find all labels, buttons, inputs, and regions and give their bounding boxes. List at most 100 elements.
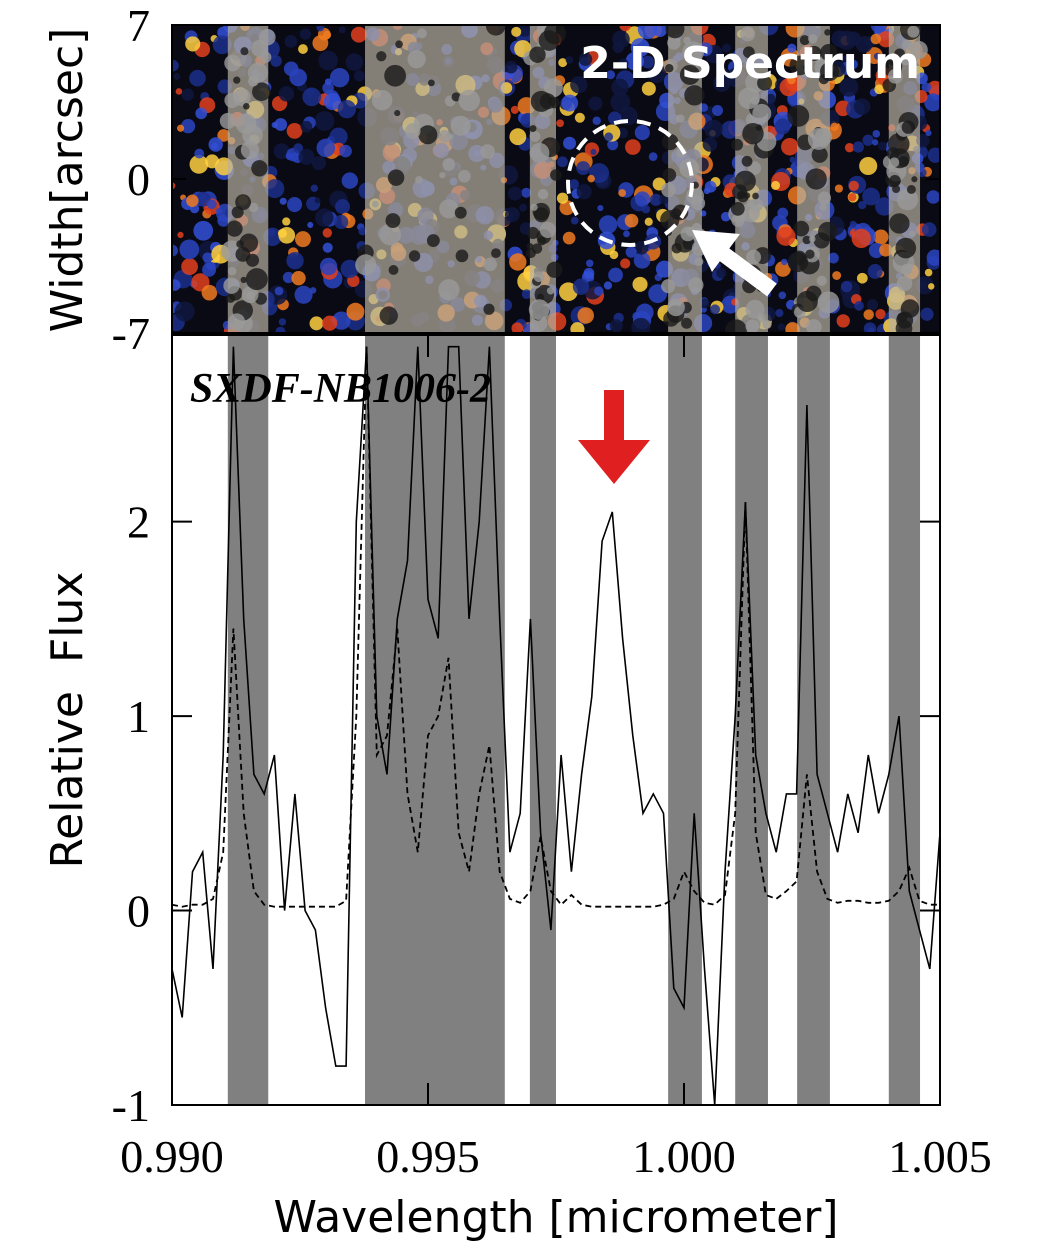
noise-blob <box>854 301 864 311</box>
noise-blob <box>776 226 796 246</box>
sky-band-texture <box>236 240 244 248</box>
noise-blob <box>604 132 614 142</box>
noise-blob <box>649 193 662 206</box>
noise-blob <box>173 72 181 80</box>
spectrum-image <box>172 25 940 333</box>
sky-band-texture <box>907 25 920 38</box>
noise-blob <box>863 309 874 320</box>
noise-blob <box>282 217 291 226</box>
noise-blob <box>558 58 568 68</box>
noise-blob <box>322 82 334 94</box>
sky-band-texture <box>909 230 916 237</box>
noise-blob <box>521 187 532 198</box>
noise-blob <box>285 152 294 160</box>
noise-blob <box>194 148 205 159</box>
noise-blob <box>603 281 613 290</box>
noise-blob <box>507 186 522 201</box>
noise-blob <box>286 252 304 270</box>
noise-blob <box>872 130 881 138</box>
noise-blob <box>925 129 932 137</box>
noise-blob <box>574 112 585 123</box>
sky-band-texture <box>528 299 550 320</box>
noise-blob <box>337 99 357 119</box>
sky-band-texture <box>416 28 427 39</box>
noise-blob <box>625 139 641 155</box>
noise-blob <box>557 156 568 168</box>
noise-blob <box>299 28 312 40</box>
noise-blob <box>309 287 317 294</box>
noise-blob <box>866 299 879 311</box>
sky-band-texture <box>241 286 259 304</box>
noise-blob <box>217 129 230 142</box>
noise-blob <box>712 104 724 116</box>
noise-blob <box>334 214 349 230</box>
image-y-axis-label: Width[arcsec] <box>42 28 93 333</box>
sky-band-texture <box>240 140 260 160</box>
sky-band-texture <box>807 127 830 150</box>
noise-blob <box>834 184 844 193</box>
noise-blob <box>606 70 616 80</box>
noise-blob <box>298 44 308 54</box>
sky-band-texture <box>889 213 910 234</box>
noise-blob <box>577 307 594 324</box>
noise-blob <box>844 143 855 153</box>
noise-blob <box>618 189 627 197</box>
noise-blob <box>322 315 338 331</box>
sky-band-texture <box>913 145 921 154</box>
noise-blob <box>358 227 367 236</box>
noise-blob <box>315 208 334 227</box>
noise-blob <box>569 179 580 190</box>
noise-blob <box>293 143 304 154</box>
noise-blob <box>181 258 198 276</box>
noise-blob <box>871 139 879 146</box>
noise-blob <box>722 43 732 53</box>
sky-band-texture <box>684 85 705 106</box>
sky-band-texture <box>526 242 534 250</box>
noise-blob <box>863 322 877 333</box>
noise-blob <box>289 68 307 87</box>
sky-band-texture <box>803 63 812 72</box>
noise-blob <box>634 124 650 141</box>
noise-blob <box>641 205 651 214</box>
noise-blob <box>927 80 940 96</box>
noise-blob <box>189 154 209 174</box>
shaded-region <box>888 335 921 1105</box>
noise-blob <box>630 38 650 57</box>
noise-blob <box>175 88 183 95</box>
noise-blob <box>644 217 653 226</box>
noise-blob <box>608 267 623 283</box>
noise-blob <box>511 26 522 37</box>
noise-blob <box>316 138 336 158</box>
sky-band-texture <box>387 169 405 186</box>
sky-band-texture <box>536 293 545 301</box>
plot-frame <box>171 334 941 1106</box>
x-axis-label: Wavelength [micrometer] <box>274 1192 839 1243</box>
highlight-circle <box>566 119 694 247</box>
noise-blob <box>856 272 868 284</box>
sky-band-texture <box>546 261 563 278</box>
sky-band-texture <box>404 123 421 139</box>
red-arrow-head <box>578 440 650 484</box>
sky-band-texture <box>240 276 247 284</box>
sky-band-texture <box>694 257 704 267</box>
sky-band-texture <box>538 30 560 51</box>
sky-band-texture <box>820 44 838 62</box>
noise-blob <box>562 231 576 245</box>
sky-band-texture <box>793 220 810 237</box>
sky-band-texture <box>806 45 822 62</box>
noise-blob <box>851 228 871 249</box>
noise-blob <box>592 116 601 125</box>
sky-band-texture <box>426 234 440 248</box>
noise-blob <box>618 58 629 69</box>
shaded-region <box>227 335 269 1105</box>
sky-band-texture <box>543 78 563 98</box>
sky-band-texture <box>235 194 251 211</box>
sky-band-texture <box>894 48 905 60</box>
sky-band-texture <box>533 207 549 223</box>
sky-band-texture <box>741 155 753 167</box>
noise-blob <box>918 280 928 290</box>
noise-blob <box>278 86 295 102</box>
noise-blob <box>924 268 933 277</box>
sky-band-texture <box>442 157 456 171</box>
noise-blob <box>873 229 889 245</box>
